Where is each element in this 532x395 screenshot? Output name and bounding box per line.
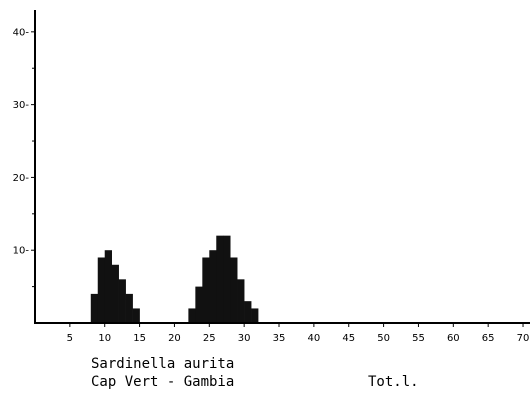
y-tick-label: 20- (13, 173, 30, 184)
histogram-bar (104, 250, 112, 323)
y-tick-label: 40- (13, 27, 30, 38)
x-tick-label: 15 (133, 333, 146, 344)
histogram-bar (132, 308, 140, 323)
x-tick-label: 50 (377, 333, 390, 344)
histogram-bar (97, 257, 106, 323)
x-tick-label: 40 (308, 333, 321, 344)
axes-layer: 10- 20- 30- 40- 5 10 15 20 25 30 35 40 45 50 55 60 65 70 (13, 10, 530, 344)
histogram-bar (111, 264, 119, 323)
histogram-bar (90, 293, 99, 323)
x-tick-label: 45 (342, 333, 355, 344)
histogram-bar (251, 308, 259, 323)
y-tick-label: 10- (13, 246, 30, 257)
x-tick-label: 35 (273, 333, 286, 344)
x-tick-label: 60 (447, 333, 460, 344)
x-tick-label: 55 (412, 333, 425, 344)
histogram-bar (118, 279, 126, 323)
x-tick-label: 30 (238, 333, 251, 344)
histogram-bar (223, 235, 231, 323)
x-tick-label: 25 (203, 333, 216, 344)
histogram-bar (237, 279, 245, 323)
caption-region: Cap Vert - Gambia (91, 374, 235, 390)
histogram-bar (216, 235, 224, 323)
x-tick-label: 70 (517, 333, 530, 344)
histogram-bar (230, 257, 238, 323)
x-tick-label: 10 (98, 333, 111, 344)
x-tick-label: 5 (67, 333, 73, 344)
histogram-bar (202, 257, 210, 323)
caption-species: Sardinella aurita (91, 356, 235, 372)
histogram-bar (244, 301, 252, 323)
bars-layer (90, 235, 259, 323)
histogram-bar (188, 308, 196, 323)
histogram-bar (125, 293, 133, 323)
x-tick-label: 20 (168, 333, 181, 344)
y-tick-label: 30- (13, 100, 30, 111)
histogram-bar (195, 286, 203, 323)
histogram-bar (209, 250, 217, 323)
caption-measure: Tot.l. (368, 374, 419, 390)
x-tick-label: 65 (482, 333, 495, 344)
